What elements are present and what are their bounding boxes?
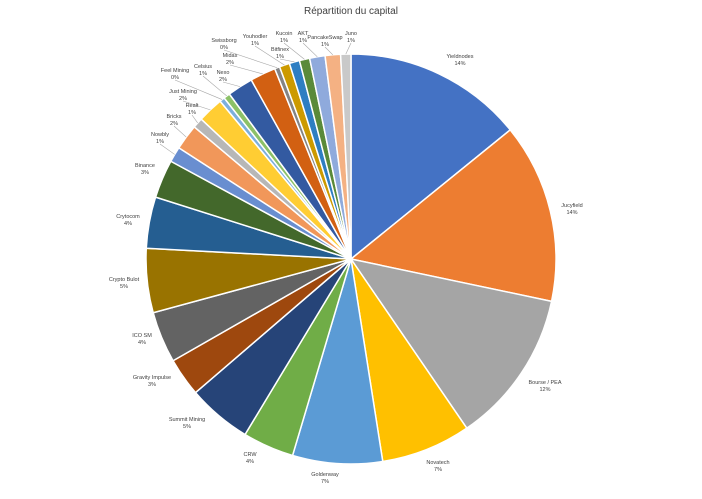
slice-label: Gravity Impulse 3% <box>133 375 171 388</box>
slice-label: Celsius 1% <box>194 64 212 77</box>
leader-line <box>182 100 211 111</box>
leader-line <box>345 42 352 55</box>
leader-line <box>254 45 285 66</box>
leader-line <box>202 75 227 97</box>
slice-label: Goldenway 7% <box>311 472 339 485</box>
slice-label: Just Mining 2% <box>169 89 197 102</box>
slice-label: Midas 2% <box>223 53 238 66</box>
slice-label: Binance 3% <box>135 163 155 176</box>
leader-line <box>279 58 295 63</box>
slice-label: ICO SM 4% <box>132 333 152 346</box>
slice-label: Swissborg 0% <box>211 38 236 51</box>
slice-label: PancakeSwap 1% <box>307 35 342 48</box>
leader-line <box>283 42 305 60</box>
slice-label: Bricks 2% <box>167 114 182 127</box>
slice-label: Nowbly 1% <box>151 132 169 145</box>
slice-label: Bourse / PEA 12% <box>528 380 561 393</box>
slice-label: Nexo 2% <box>217 70 230 83</box>
slice-label: Summit Mining 5% <box>169 417 205 430</box>
leader-line <box>173 125 187 138</box>
slice-label: Jucyfield 14% <box>561 203 582 216</box>
leader-line <box>191 114 198 124</box>
slice-label: Realt 1% <box>186 103 199 116</box>
leader-line <box>222 81 241 87</box>
leader-line <box>174 79 223 100</box>
slice-label: Yieldnodes 14% <box>446 54 473 67</box>
pie-slice-bourse-pea <box>349 257 553 430</box>
chart-title: Répartition du capital <box>304 6 398 17</box>
pie-slice-jucyfield <box>349 128 557 303</box>
slice-label: Crytocom 4% <box>116 214 140 227</box>
slice-label: Youhodler 1% <box>243 34 268 47</box>
leader-line <box>223 49 278 69</box>
leader-line <box>229 64 263 75</box>
slice-label: Novatech 7% <box>426 460 449 473</box>
slice-label: Juno 1% <box>345 31 357 44</box>
leader-line <box>324 46 334 56</box>
pie-slice-yieldnodes <box>350 53 512 261</box>
slice-label: Feel Mining 0% <box>161 68 189 81</box>
leader-line <box>302 42 318 58</box>
slice-label: Kucoin 1% <box>276 31 293 44</box>
slice-label: CRW 4% <box>243 452 257 465</box>
slice-label: Crypto Bulot 5% <box>109 277 140 290</box>
slice-label: AKT 1% <box>298 31 309 44</box>
leader-line <box>159 143 175 155</box>
slice-label: Bitfinex 1% <box>271 47 289 60</box>
